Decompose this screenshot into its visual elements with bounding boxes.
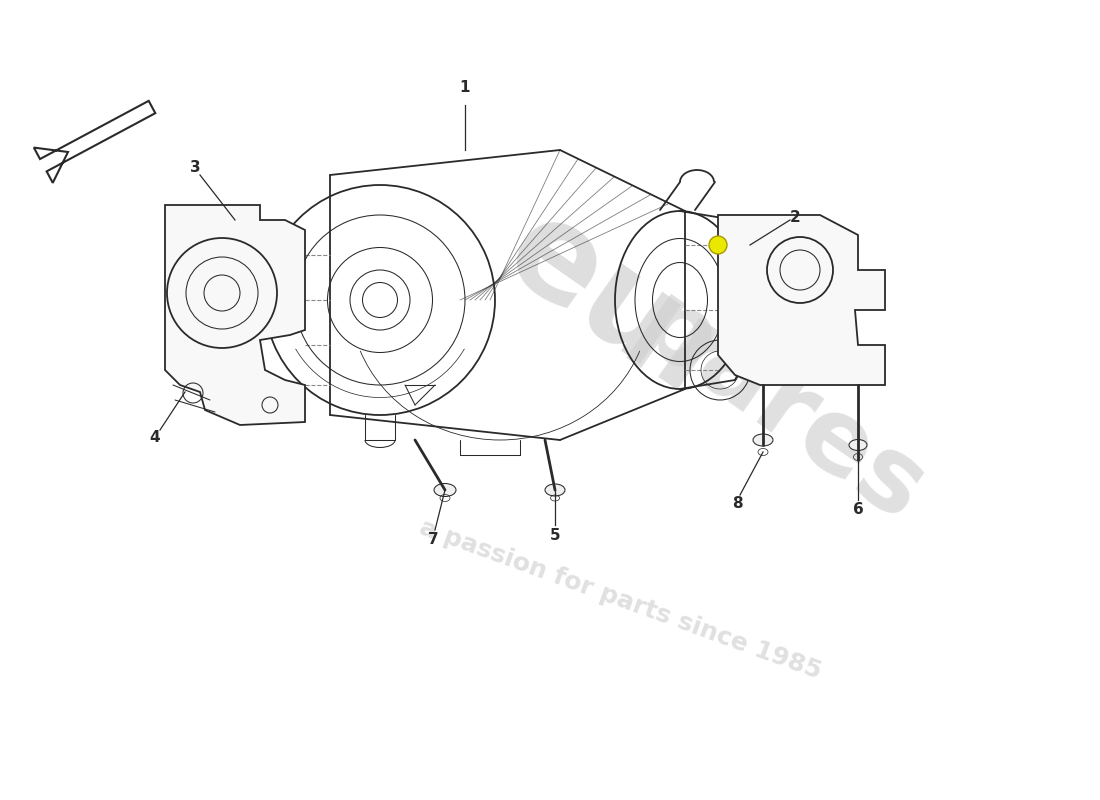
Polygon shape xyxy=(165,205,305,425)
Text: 8: 8 xyxy=(732,497,742,511)
Text: 7: 7 xyxy=(428,533,438,547)
Text: eur: eur xyxy=(482,186,758,434)
Polygon shape xyxy=(718,215,886,385)
Text: a passion for parts since 1985: a passion for parts since 1985 xyxy=(416,516,824,684)
Text: 4: 4 xyxy=(150,430,161,445)
Text: 5: 5 xyxy=(550,527,560,542)
Text: 2: 2 xyxy=(790,210,801,225)
Text: 1: 1 xyxy=(460,80,471,95)
Text: 6: 6 xyxy=(852,502,864,518)
Ellipse shape xyxy=(544,484,565,496)
Ellipse shape xyxy=(849,439,867,450)
Circle shape xyxy=(710,236,727,254)
Text: pares: pares xyxy=(616,274,944,546)
Ellipse shape xyxy=(754,434,773,446)
Ellipse shape xyxy=(434,483,456,497)
Text: 3: 3 xyxy=(189,159,200,174)
